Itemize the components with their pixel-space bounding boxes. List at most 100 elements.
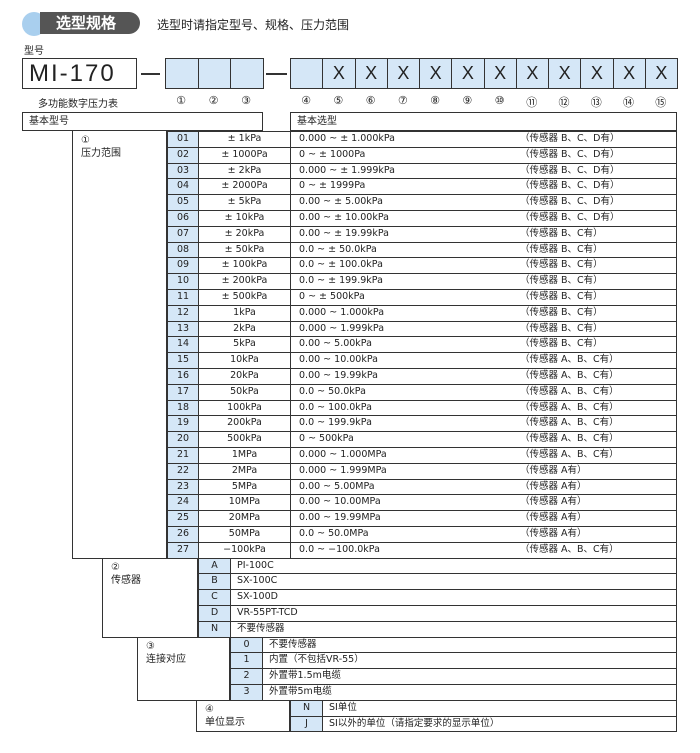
option-desc: 不要传感器 <box>230 620 677 638</box>
range-value: ± 100kPa <box>198 257 291 275</box>
sensor-note: （传感器 A、B、C有） <box>520 433 619 445</box>
connection-label-box: ③ 连接对应 <box>137 636 230 701</box>
option-code: 05 <box>167 194 199 211</box>
model-label: 型号 <box>24 46 44 57</box>
sensor-note: （传感器 B、C、D有） <box>520 212 620 223</box>
position-label: ⑬ <box>590 96 602 109</box>
option-desc: 外置带1.5m电缆 <box>262 668 677 685</box>
option-desc: PI-100C <box>230 557 677 575</box>
dash <box>141 73 160 75</box>
sensor-note: （传感器 B、C有） <box>520 259 603 271</box>
code-box-6: X <box>354 58 388 89</box>
option-code: 14 <box>167 336 199 354</box>
display-range: 0.000 ~ 1.999kPa <box>290 320 677 338</box>
option-code: 20 <box>167 431 199 448</box>
code-box-13: X <box>580 58 614 89</box>
option-code: 1 <box>230 652 263 670</box>
option-code: N <box>198 620 231 638</box>
display-range: 0.0 ~ ± 199.9kPa <box>290 273 677 290</box>
code-box-12: X <box>548 58 582 89</box>
range-value: 10MPa <box>198 494 291 512</box>
option-code: 23 <box>167 478 199 496</box>
connection-label: 连接对应 <box>146 653 186 665</box>
option-code: 19 <box>167 415 199 433</box>
sensor-note: （传感器 A有） <box>520 464 587 476</box>
display-range: 0.00 ~ 19.99MPa <box>290 510 677 527</box>
option-code: 09 <box>167 257 199 275</box>
range-value: 200kPa <box>198 415 291 433</box>
code-box-15: X <box>644 58 678 89</box>
sensor-note: （传感器 B、C、D有） <box>520 164 620 176</box>
range-value: 2MPa <box>198 462 291 480</box>
option-desc: SI单位 <box>322 699 677 717</box>
range-value: ± 500kPa <box>198 289 291 306</box>
sensor-note: （传感器 A、B、C有） <box>520 401 619 413</box>
range-value: ± 2000Pa <box>198 178 291 196</box>
code-box-1 <box>165 58 199 89</box>
range-value: ± 50kPa <box>198 241 291 259</box>
range-value: ± 10kPa <box>198 210 291 227</box>
range-value: ± 5kPa <box>198 194 291 211</box>
display-range: 0.00 ~ 5.00MPa <box>290 478 677 496</box>
display-range: 0.00 ~ 5.00kPa <box>290 336 677 354</box>
option-code: 22 <box>167 462 199 480</box>
sensor-note: （传感器 A、B、C有） <box>520 354 619 366</box>
range-value: 1MPa <box>198 447 291 464</box>
dash <box>266 73 287 75</box>
sensor-note: （传感器 B、C、D有） <box>520 196 620 208</box>
sensor-note: （传感器 A、B、C有） <box>520 543 619 555</box>
option-code: D <box>198 605 231 622</box>
option-code: J <box>290 715 323 733</box>
position-label: ④ <box>301 94 311 107</box>
sensor-note: （传感器 B、C有） <box>520 275 603 287</box>
option-code: 24 <box>167 494 199 512</box>
code-box-4 <box>290 58 324 89</box>
position-label: ⑪ <box>526 96 538 109</box>
position-label: ⑤ <box>333 94 344 107</box>
code-box-7: X <box>386 58 420 89</box>
position-label: ① <box>176 94 186 107</box>
option-code: 13 <box>167 320 199 338</box>
sensor-note: （传感器 A有） <box>520 528 587 539</box>
position-label: ② <box>208 94 219 107</box>
range-value: 20MPa <box>198 510 291 527</box>
sensor-label-box: ② 传感器 <box>102 557 198 638</box>
sensor-note: （传感器 B、C有） <box>520 338 603 350</box>
option-code: 18 <box>167 399 199 417</box>
code-box-9: X <box>451 58 485 89</box>
sensor-note: （传感器 B、C有） <box>520 227 603 239</box>
connection-number: ③ <box>146 640 155 652</box>
option-code: 11 <box>167 289 199 306</box>
display-range: 0.0 ~ ± 50.0kPa <box>290 241 677 259</box>
position-label: ⑫ <box>558 96 570 109</box>
option-code: B <box>198 573 231 591</box>
range-value: 100kPa <box>198 399 291 417</box>
option-code: 2 <box>230 668 263 685</box>
range-value: 500kPa <box>198 431 291 448</box>
range-value: 50MPa <box>198 526 291 543</box>
position-label: ⑮ <box>655 96 667 109</box>
option-code: 27 <box>167 541 199 559</box>
option-desc: VR-55PT-TCD <box>230 605 677 622</box>
sensor-note: （传感器 B、C有） <box>520 322 603 334</box>
option-code: 25 <box>167 510 199 527</box>
sensor-note: （传感器 B、C有） <box>520 243 603 255</box>
option-code: 17 <box>167 383 199 401</box>
pressure-number: ① <box>81 135 90 146</box>
code-box-8: X <box>419 58 453 89</box>
display-range: 0.00 ~ 10.00MPa <box>290 494 677 512</box>
option-code: 3 <box>230 684 263 701</box>
sensor-note: （传感器 A、B、C有） <box>520 385 619 397</box>
sensor-note: （传感器 A有） <box>520 480 587 492</box>
unit-number: ④ <box>205 703 214 715</box>
code-box-5: X <box>322 58 356 89</box>
display-range: 0.0 ~ 50.0MPa <box>290 526 677 543</box>
display-range: 0 ~ ± 500kPa <box>290 289 677 306</box>
range-value: 1kPa <box>198 304 291 322</box>
code-box-3 <box>230 58 264 89</box>
option-desc: SI以外的单位（请指定要求的显示单位） <box>322 715 677 733</box>
code-box-10: X <box>483 58 517 89</box>
option-desc: 不要传感器 <box>262 636 677 654</box>
position-label: ⑨ <box>462 94 473 107</box>
model-base: MI-170 <box>22 58 137 89</box>
